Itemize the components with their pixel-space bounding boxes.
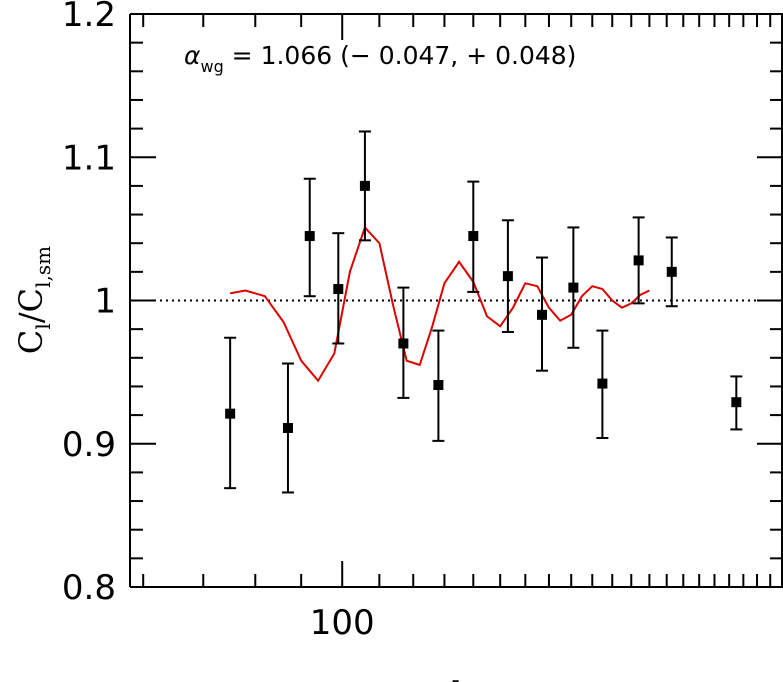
data-point [224, 336, 237, 490]
y-tick-label: 1.1 [62, 138, 116, 178]
point-marker [433, 380, 444, 391]
y-label-mid: /C [12, 288, 50, 323]
data-point [632, 216, 645, 305]
y-axis-label: Cl/Cl,sm [12, 246, 55, 354]
annotation-subscript: wg [200, 57, 223, 76]
annotation: αwg = 1.066 (− 0.047, + 0.048) [184, 41, 576, 76]
data-point [432, 329, 445, 442]
data-point [281, 362, 294, 494]
data-point [501, 219, 514, 334]
point-marker [304, 231, 315, 242]
data-point [567, 226, 580, 349]
y-tick-label: 0.8 [62, 568, 116, 608]
data-point [596, 329, 609, 440]
point-marker [537, 309, 548, 320]
y-label-main: C [12, 330, 50, 354]
point-marker [468, 231, 479, 242]
annotation-symbol: α [184, 41, 201, 70]
point-marker [666, 266, 677, 277]
tick-labels: 0.8 0.9 1 1.1 1.2 100 [62, 0, 375, 643]
y-tick-label: 1 [94, 282, 116, 322]
data-point [730, 375, 743, 431]
point-marker [731, 397, 742, 408]
data-point [358, 130, 371, 242]
point-marker [597, 378, 608, 389]
data-points [224, 130, 743, 494]
data-point [332, 232, 345, 345]
x-axis-label: l [452, 675, 463, 682]
y-label-sub1: l [31, 323, 55, 329]
point-marker [502, 271, 513, 282]
data-point [397, 286, 410, 399]
data-point [467, 180, 480, 293]
y-tick-label: 1.2 [62, 0, 116, 35]
point-marker [633, 255, 644, 266]
point-marker [568, 282, 579, 293]
annotation-text: = 1.066 (− 0.047, + 0.048) [224, 41, 577, 70]
data-point [536, 256, 549, 372]
point-marker [359, 180, 370, 191]
data-point [665, 236, 678, 308]
x-tick-label: 100 [310, 603, 375, 643]
y-tick-label: 0.9 [62, 425, 116, 465]
point-marker [282, 422, 293, 433]
axis-ticks [130, 13, 783, 588]
point-marker [333, 284, 344, 295]
point-marker [398, 338, 409, 349]
fit-curve [229, 225, 650, 383]
point-marker [225, 408, 236, 419]
data-point [303, 177, 316, 298]
y-label-sub2: l,sm [31, 246, 55, 288]
